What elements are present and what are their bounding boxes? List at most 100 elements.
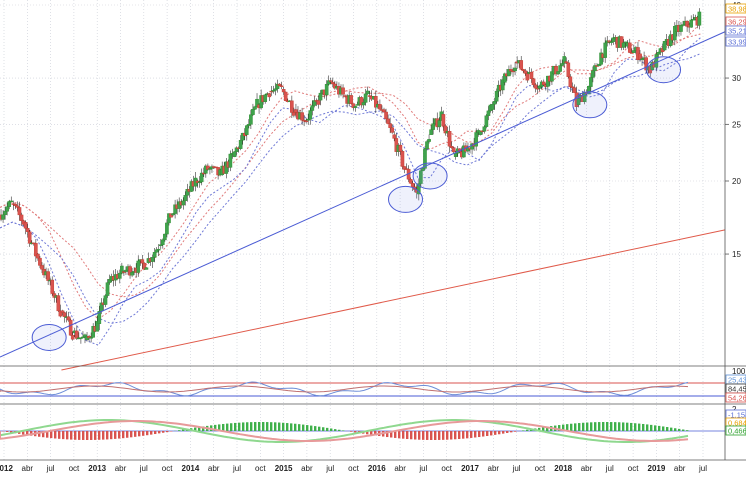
macd-histogram-bar — [298, 424, 301, 431]
x-tick-label: jul — [512, 464, 521, 473]
macd-histogram-bar — [310, 425, 313, 431]
candle-body — [165, 222, 169, 235]
candle-body — [529, 71, 534, 79]
price-badge-label: 38,98 — [728, 5, 746, 14]
candle-body — [523, 70, 528, 74]
grid — [0, 0, 725, 460]
candle-body — [1, 214, 5, 220]
candle-body — [619, 36, 624, 48]
candle-body — [673, 26, 677, 41]
macd-histogram-bar — [390, 431, 393, 438]
candle-body — [17, 207, 22, 216]
candle-body — [623, 41, 628, 44]
candle-body — [97, 311, 102, 324]
candle-body — [603, 42, 607, 58]
candle-body — [3, 211, 7, 215]
candle-body — [382, 109, 386, 113]
macd-histogram-bar — [526, 429, 529, 431]
macd-histogram-bar — [678, 428, 681, 431]
candle-body — [122, 271, 126, 273]
macd-histogram-bar — [98, 431, 101, 440]
macd-histogram-bar — [150, 431, 153, 435]
macd-histogram-bar — [462, 431, 465, 439]
x-tick-label: oct — [69, 464, 80, 473]
macd-histogram-bar — [330, 428, 333, 431]
macd-histogram-bar — [590, 422, 593, 431]
macd-histogram-bar — [582, 422, 585, 431]
candle-body — [593, 65, 597, 71]
candle-body — [326, 80, 331, 85]
macd-histogram-bar — [194, 427, 197, 431]
macd-histogram-bar — [74, 431, 77, 440]
macd-signal-line — [0, 420, 689, 442]
candle-body — [441, 114, 446, 127]
macd-histogram-bar — [38, 431, 41, 437]
candle-body — [253, 106, 257, 110]
macd-histogram-bar — [430, 431, 433, 440]
macd-histogram-bar — [566, 424, 569, 431]
candle-body — [9, 200, 14, 203]
candle-body — [183, 195, 188, 201]
macd-histogram-bar — [426, 431, 429, 440]
candle-body — [251, 109, 255, 115]
macd-histogram-bar — [522, 430, 525, 431]
candle-body — [234, 147, 239, 152]
macd-histogram-bar — [158, 431, 161, 434]
macd-histogram-bar — [402, 431, 405, 439]
candle-body — [308, 110, 313, 120]
macd-histogram-bar — [626, 422, 629, 431]
x-tick-label: abr — [581, 464, 593, 473]
macd-badge: 0,466 — [725, 425, 746, 436]
candle-body — [120, 265, 124, 274]
macd-histogram-bar — [290, 423, 293, 431]
macd-histogram-bar — [490, 431, 493, 436]
macd-histogram-bar — [422, 431, 425, 440]
candle-body — [609, 41, 614, 43]
candle-body — [318, 92, 323, 101]
candle-body — [361, 102, 366, 106]
candle-body — [447, 131, 452, 147]
x-tick-label: abr — [301, 464, 313, 473]
macd-histogram-bar — [62, 431, 65, 440]
macd-histogram-bar — [154, 431, 157, 435]
candle-body — [437, 120, 442, 128]
candle-body — [500, 79, 505, 91]
candle-body — [154, 249, 159, 253]
macd-histogram-bar — [42, 431, 45, 438]
candle-body — [5, 206, 9, 212]
candle-body — [206, 165, 210, 170]
candle-body — [240, 132, 245, 141]
macd-badge-label: 0,684 — [728, 419, 746, 428]
candle-body — [636, 47, 640, 61]
price-badge-box — [725, 36, 746, 47]
macd-histogram-bar — [94, 431, 97, 440]
candle-body — [269, 90, 274, 93]
macd-histogram-bar — [10, 431, 13, 433]
candle-body — [554, 66, 558, 75]
macd-histogram-bar — [202, 426, 205, 431]
candle-body — [453, 153, 458, 157]
macd-histogram-bar — [610, 422, 613, 431]
macd-histogram-bar — [130, 431, 133, 438]
candle-body — [27, 231, 32, 244]
candle-body — [560, 63, 564, 66]
candle-body — [384, 111, 388, 120]
candle-body — [521, 69, 526, 72]
candle-body — [68, 319, 73, 336]
candle-body — [171, 213, 175, 216]
x-tick-label: oct — [348, 464, 359, 473]
macd-line — [0, 419, 689, 443]
candle-body — [281, 89, 286, 93]
y-tick-label: 30 — [732, 74, 741, 83]
candle-body — [632, 50, 636, 53]
candle-body — [161, 239, 165, 245]
macd-histogram-bar — [578, 423, 581, 431]
macd-histogram-bar — [138, 431, 141, 437]
x-tick-label: jul — [605, 464, 614, 473]
macd-histogram-bar — [394, 431, 397, 438]
candle-body — [597, 64, 601, 67]
candle-body — [142, 262, 147, 270]
macd-histogram-bar — [122, 431, 125, 439]
